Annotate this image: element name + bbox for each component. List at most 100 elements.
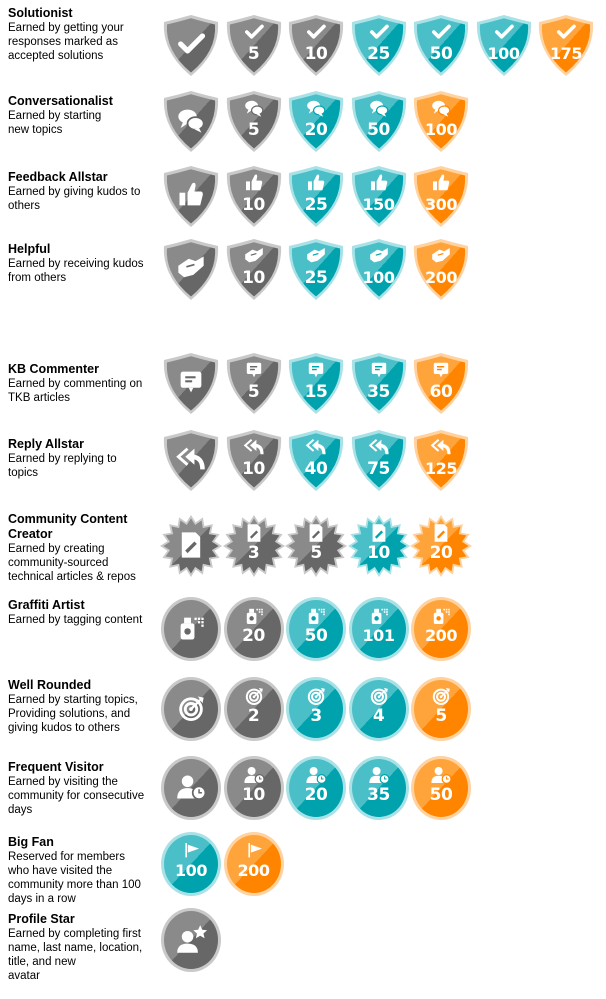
badge-level-value: 40 (304, 459, 328, 479)
badge-level-value: 75 (367, 459, 390, 479)
badge-gray-2: 2 (223, 676, 285, 742)
handshake-icon (307, 248, 325, 263)
badge-teal-3: 3 (285, 676, 347, 742)
badge-gray-base (160, 596, 222, 662)
thumbs-up-icon (179, 182, 203, 206)
badge-gray-5: 5 (223, 350, 285, 416)
badge-gray-base (160, 12, 222, 78)
badge-group-label: Big Fan Reserved for members who have vis… (8, 835, 158, 906)
check-icon (557, 24, 576, 39)
badge-level-value: 60 (429, 382, 453, 402)
comment-icon (246, 362, 261, 378)
chat-bubbles-icon (369, 100, 388, 117)
thumbs-up-icon (245, 174, 262, 191)
badge-group-description: Earned by starting new topics (8, 110, 102, 136)
document-pencil-icon (372, 524, 385, 542)
check-icon (307, 24, 326, 39)
reply-all-icon (176, 447, 205, 470)
user-clock-icon (243, 767, 265, 785)
badge-level-value: 200 (425, 268, 457, 287)
chat-bubbles-icon (307, 100, 326, 117)
handshake-icon (432, 248, 450, 263)
badge-group-title: Feedback Allstar (8, 170, 108, 184)
badge-level-value: 10 (304, 44, 328, 64)
badge-orange-200: 200 (223, 831, 285, 897)
badge-level-value: 50 (304, 626, 328, 646)
badge-group-title: Conversationalist (8, 94, 113, 108)
badge-level-value: 25 (304, 268, 328, 288)
check-icon (432, 24, 451, 39)
spray-can-icon (433, 608, 450, 624)
badge-level-value: 20 (429, 543, 453, 563)
target-icon (179, 696, 204, 721)
badge-group-title: KB Commenter (8, 362, 99, 376)
target-icon (307, 688, 325, 705)
badge-level-value: 200 (237, 861, 270, 880)
badge-group-title: Graffiti Artist (8, 598, 85, 612)
badge-teal-50: 50 (285, 596, 347, 662)
badge-group-label: Graffiti Artist Earned by tagging content (8, 598, 158, 627)
badge-level-value: 50 (429, 44, 453, 64)
badge-gray-5: 5 (223, 88, 285, 154)
chat-bubbles-icon (432, 100, 451, 117)
badge-orange-200: 200 (410, 596, 472, 662)
badge-teal-10: 10 (347, 513, 410, 579)
badge-level-value: 5 (247, 44, 260, 64)
badge-teal-20: 20 (285, 88, 347, 154)
badge-level-value: 50 (367, 120, 390, 140)
target-icon (432, 688, 450, 705)
badge-teal-40: 40 (285, 427, 347, 493)
badge-level-value: 5 (247, 382, 260, 402)
badge-level-value: 20 (304, 120, 328, 140)
badge-gray-10: 10 (223, 163, 285, 229)
badge-teal-100: 100 (348, 236, 410, 302)
badge-teal-25: 25 (348, 12, 410, 78)
check-icon (178, 33, 206, 54)
badge-level-value: 150 (362, 195, 395, 214)
badge-group-description: Earned by visiting the community for con… (8, 776, 145, 816)
badge-orange-175: 175 (535, 12, 597, 78)
badge-group-title: Reply Allstar (8, 437, 84, 451)
badge-level-value: 175 (550, 44, 582, 63)
badge-gray-base (160, 163, 222, 229)
badge-group-description: Earned by tagging content (8, 614, 143, 626)
document-pencil-icon (309, 524, 323, 542)
badge-group-label: Well Rounded Earned by starting topics, P… (8, 678, 158, 735)
badge-gray-20: 20 (223, 596, 285, 662)
badge-teal-100: 100 (160, 831, 222, 897)
reply-all-icon (243, 439, 264, 455)
badge-teal-15: 15 (285, 350, 347, 416)
badge-group-label: Frequent Visitor Earned by visiting the c… (8, 760, 158, 817)
badge-gray-5: 5 (285, 513, 347, 579)
badge-level-value: 300 (425, 195, 457, 214)
badge-level-value: 10 (242, 268, 265, 288)
badge-level-value: 200 (425, 626, 457, 645)
chat-bubbles-icon (244, 100, 263, 117)
spray-can-icon (246, 608, 263, 624)
badge-group-title: Community Content Creator (8, 512, 128, 541)
spray-can-icon (371, 608, 388, 624)
badge-gray-base (160, 676, 222, 742)
handshake-icon (178, 256, 204, 278)
badge-orange-100: 100 (410, 88, 472, 154)
badge-level-value: 100 (425, 120, 457, 139)
document-pencil-icon (247, 524, 260, 542)
badge-level-value: 10 (242, 195, 265, 215)
badge-level-value: 5 (247, 120, 260, 140)
badge-teal-50: 50 (348, 88, 410, 154)
badge-level-value: 5 (435, 706, 447, 726)
badge-teal-100: 100 (473, 12, 535, 78)
badge-group-description: Earned by completing first name, last na… (8, 928, 143, 982)
badge-orange-5: 5 (410, 676, 472, 742)
user-clock-icon (177, 775, 207, 800)
badge-gray-3: 3 (222, 513, 285, 579)
badge-teal-35: 35 (348, 755, 410, 821)
badge-group-title: Helpful (8, 242, 51, 256)
badge-group-description: Earned by giving kudos to others (8, 186, 141, 212)
badge-group-description: Earned by starting topics, Providing sol… (8, 694, 138, 734)
thumbs-up-icon (308, 174, 325, 191)
badge-group-label: Community Content Creator Earned by creat… (8, 512, 158, 584)
badge-level-value: 2 (247, 706, 260, 726)
handshake-icon (369, 248, 388, 263)
badge-group-label: Profile Star Earned by completing first n… (8, 912, 158, 983)
